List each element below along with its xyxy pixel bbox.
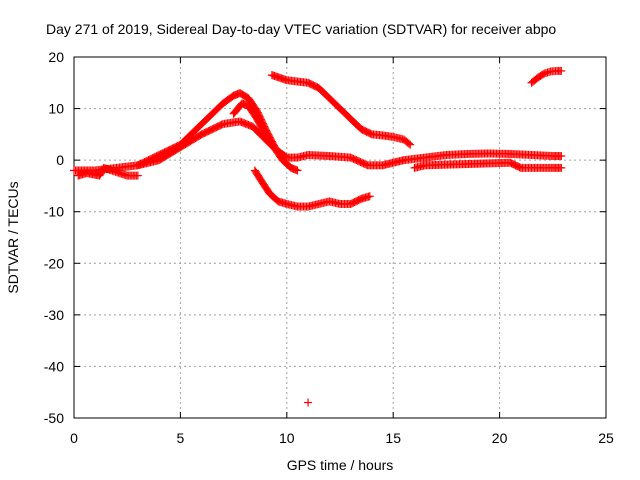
y-tick-label: -30	[44, 307, 64, 323]
x-tick-label: 25	[598, 430, 614, 446]
data-point-track-main-low	[557, 152, 566, 161]
data-point-track-upper-right	[404, 139, 413, 148]
y-tick-label: -50	[44, 410, 64, 426]
y-tick-label: 10	[48, 101, 64, 117]
data-point-outlier	[304, 398, 313, 407]
y-tick-label: -10	[44, 204, 64, 220]
data-point-track-upper-right	[406, 140, 415, 149]
plot-frame	[73, 56, 607, 419]
x-tick-label: 0	[70, 430, 78, 446]
axis-ticks: 0 5 10 15 20 25 -50 -40 -30 -20 -10 0 10 20	[44, 49, 614, 446]
y-tick-label: -20	[44, 255, 64, 271]
y-tick-label: -40	[44, 358, 64, 374]
x-tick-label: 15	[385, 430, 401, 446]
y-axis-label: SDTVAR / TECUs	[5, 181, 21, 293]
data-point-track-early-scatter	[133, 171, 142, 180]
x-axis-label: GPS time / hours	[287, 457, 394, 473]
data-point-track-late-low	[557, 163, 566, 172]
x-tick-label: 5	[177, 430, 185, 446]
data-points	[70, 66, 566, 407]
data-point-track-late-high	[557, 66, 566, 75]
y-tick-label: 0	[56, 152, 64, 168]
y-tick-label: 20	[48, 49, 64, 65]
chart-title: Day 271 of 2019, Sidereal Day-to-day VTE…	[46, 21, 556, 37]
data-point-track-mid	[293, 166, 302, 175]
data-point-track-lower-dip	[365, 192, 374, 201]
x-tick-label: 10	[279, 430, 295, 446]
x-tick-label: 20	[492, 430, 508, 446]
